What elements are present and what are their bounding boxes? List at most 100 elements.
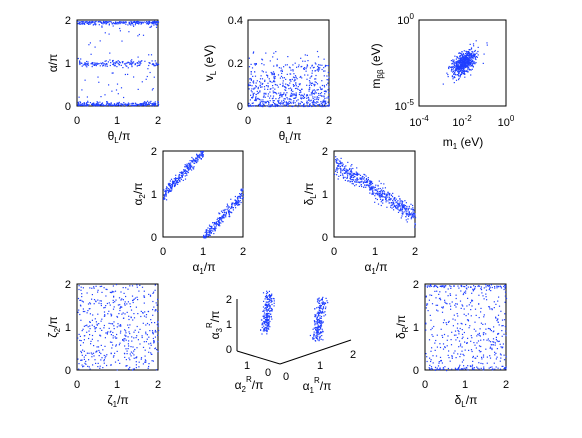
scatter-point — [175, 182, 177, 184]
scatter-point — [493, 301, 495, 303]
scatter-points — [248, 50, 330, 108]
scatter-point — [444, 366, 446, 368]
scatter-point — [122, 299, 124, 301]
scatter-point — [425, 296, 427, 298]
scatter-point — [316, 69, 318, 71]
scatter-point — [449, 294, 452, 296]
scatter-point — [93, 325, 95, 328]
scatter-point — [113, 291, 115, 293]
scatter-point — [272, 87, 274, 89]
scatter-point — [196, 157, 198, 159]
scatter-point — [458, 57, 460, 59]
scatter-point — [234, 199, 236, 201]
scatter-point — [234, 205, 236, 207]
scatter-point — [252, 81, 254, 83]
scatter-point — [350, 177, 352, 179]
scatter-point — [410, 218, 412, 220]
scatter-point — [259, 90, 261, 92]
scatter-point — [101, 318, 103, 320]
scatter-point — [109, 105, 111, 107]
scatter-point — [460, 71, 463, 73]
scatter-point — [369, 184, 371, 186]
scatter-point — [314, 326, 316, 329]
scatter-point — [471, 57, 473, 59]
scatter-point — [456, 56, 458, 58]
scatter-point — [469, 54, 471, 57]
scatter-point — [152, 337, 154, 340]
scatter-point — [251, 67, 254, 69]
scatter-point — [270, 295, 272, 297]
scatter-point — [444, 286, 446, 288]
scatter-point — [287, 84, 290, 87]
scatter-point — [153, 63, 155, 65]
scatter-point — [110, 104, 112, 106]
scatter-point — [193, 162, 195, 164]
scatter-point — [326, 65, 328, 67]
scatter-point — [267, 86, 269, 88]
scatter-point — [404, 205, 407, 207]
scatter-point — [320, 88, 322, 91]
scatter-point — [412, 217, 414, 219]
scatter-point — [496, 348, 498, 350]
scatter-point — [138, 33, 140, 36]
scatter-point — [269, 88, 271, 90]
scatter-point — [425, 329, 427, 331]
scatter-point — [265, 295, 268, 297]
scatter-point — [263, 330, 265, 332]
scatter-point — [261, 83, 263, 85]
scatter-point — [104, 21, 106, 23]
scatter-point — [461, 333, 464, 335]
scatter-point — [266, 298, 268, 300]
scatter-point — [252, 93, 254, 95]
scatter-point — [220, 219, 222, 221]
scatter-point — [124, 73, 126, 76]
scatter-point — [455, 58, 457, 60]
scatter-point — [131, 21, 133, 23]
scatter-point — [406, 221, 408, 223]
scatter-point — [216, 218, 218, 221]
scatter-point — [344, 172, 346, 174]
scatter-point — [252, 75, 254, 77]
scatter-point — [488, 284, 490, 287]
scatter-point — [466, 61, 468, 63]
scatter-point — [133, 298, 135, 300]
scatter-point — [474, 63, 476, 65]
y-tick-2: 2 — [322, 146, 328, 158]
scatter-point — [402, 211, 404, 213]
x-axis-line — [279, 339, 352, 365]
scatter-point — [261, 326, 263, 329]
scatter-point — [80, 21, 82, 23]
scatter-point — [470, 74, 472, 76]
scatter-point — [106, 288, 108, 291]
scatter-point — [196, 156, 198, 158]
scatter-point — [483, 298, 485, 300]
scatter-point — [79, 104, 82, 106]
scatter-point — [402, 204, 404, 206]
scatter-point — [219, 217, 221, 219]
scatter-point — [156, 23, 158, 25]
scatter-point — [113, 355, 115, 357]
scatter-point — [335, 170, 337, 172]
scatter-point — [83, 339, 85, 341]
scatter-point — [471, 300, 474, 302]
scatter-point — [462, 60, 464, 63]
scatter-point — [266, 304, 268, 306]
scatter-point — [227, 205, 229, 207]
scatter-point — [123, 103, 125, 105]
panel-deltaL-vs-alpha1: 2 1 0 0 1 2 α1/π δL/π — [302, 146, 418, 276]
scatter-point — [414, 222, 416, 224]
scatter-point — [138, 60, 140, 62]
scatter-point — [317, 321, 319, 323]
scatter-point — [137, 104, 139, 106]
scatter-point — [459, 67, 461, 69]
scatter-point — [92, 352, 95, 354]
scatter-point — [405, 202, 407, 204]
scatter-point — [80, 299, 82, 301]
scatter-point — [397, 205, 399, 207]
scatter-point — [222, 209, 224, 211]
scatter-point — [394, 200, 396, 202]
scatter-point — [318, 309, 320, 311]
scatter-point — [408, 205, 410, 207]
scatter-point — [273, 100, 275, 102]
scatter-point — [91, 356, 93, 358]
